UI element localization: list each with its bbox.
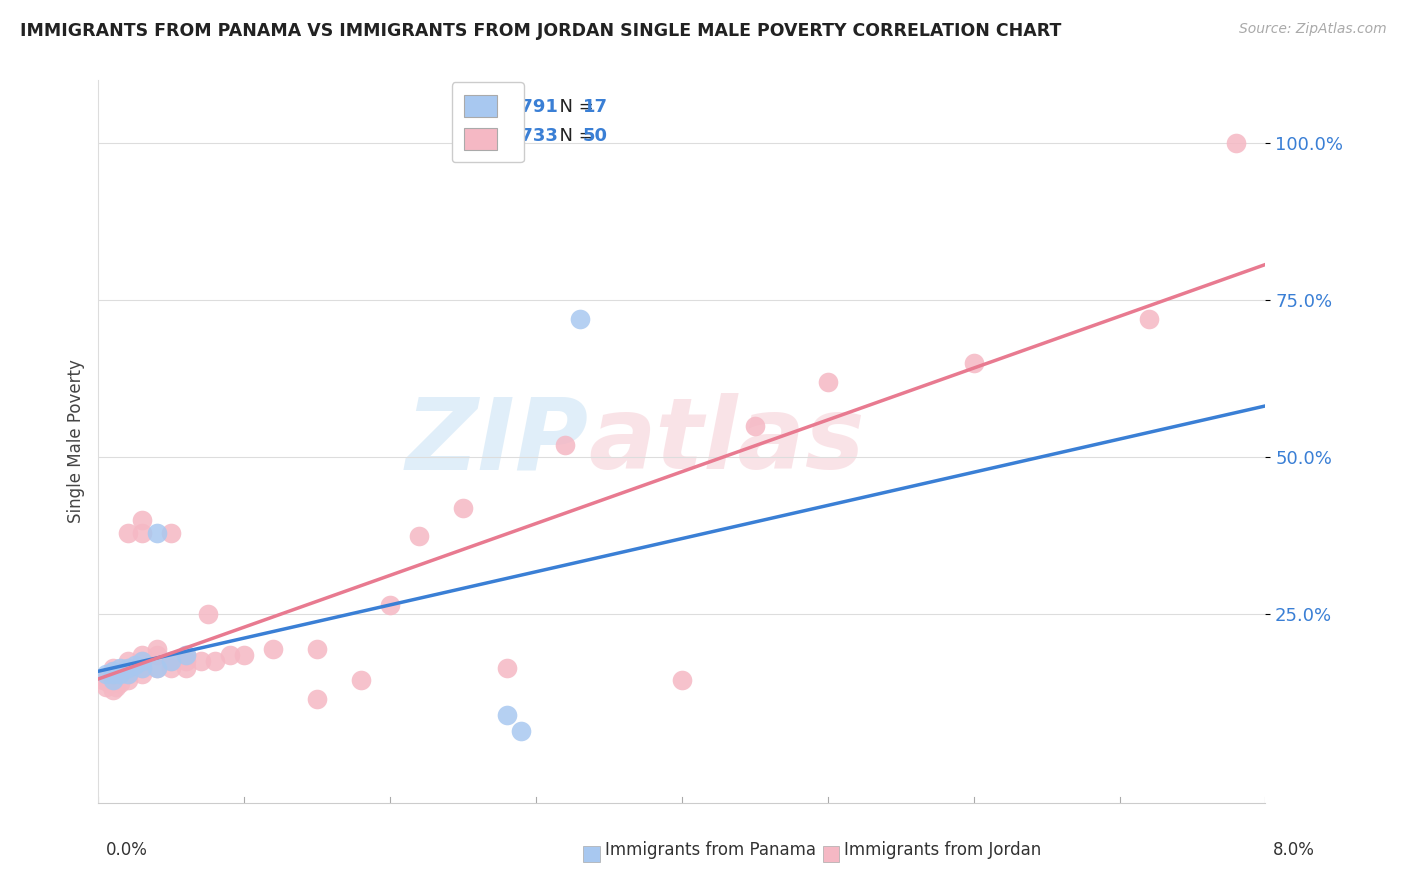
- Text: N =: N =: [548, 98, 599, 116]
- Point: [131, 648, 153, 662]
- Point: [110, 661, 132, 675]
- Point: [307, 641, 329, 656]
- Point: [197, 607, 219, 622]
- Point: [350, 673, 373, 688]
- Point: [160, 655, 183, 669]
- Point: [146, 641, 169, 656]
- Text: Immigrants from Jordan: Immigrants from Jordan: [844, 840, 1040, 858]
- Point: [554, 438, 576, 452]
- Point: [117, 667, 139, 681]
- Point: [408, 529, 430, 543]
- Text: Source: ZipAtlas.com: Source: ZipAtlas.com: [1239, 22, 1386, 37]
- Text: N =: N =: [548, 128, 599, 145]
- Point: [131, 661, 153, 675]
- Point: [110, 667, 132, 681]
- Point: [496, 661, 519, 675]
- Point: [160, 661, 183, 675]
- Point: [146, 661, 169, 675]
- Text: 0.0%: 0.0%: [105, 840, 148, 858]
- Point: [1137, 312, 1160, 326]
- Text: 8.0%: 8.0%: [1272, 840, 1315, 858]
- Point: [124, 657, 146, 672]
- Text: R =: R =: [454, 98, 499, 116]
- Point: [160, 525, 183, 540]
- Point: [117, 673, 139, 688]
- Text: atlas: atlas: [589, 393, 865, 490]
- Point: [94, 667, 117, 681]
- Point: [190, 655, 212, 669]
- Point: [91, 673, 114, 688]
- Point: [104, 680, 127, 694]
- Point: [146, 648, 169, 662]
- Point: [101, 682, 124, 697]
- Point: [131, 655, 153, 669]
- Point: [131, 525, 153, 540]
- Point: [510, 723, 533, 738]
- Point: [962, 356, 984, 370]
- Point: [262, 641, 284, 656]
- Point: [117, 661, 139, 675]
- Text: ZIP: ZIP: [405, 393, 589, 490]
- Y-axis label: Single Male Poverty: Single Male Poverty: [66, 359, 84, 524]
- Point: [204, 655, 226, 669]
- Point: [1225, 136, 1247, 150]
- Point: [218, 648, 240, 662]
- Point: [101, 667, 124, 681]
- Point: [117, 655, 139, 669]
- Point: [131, 661, 153, 675]
- Point: [160, 655, 183, 669]
- Point: [131, 655, 153, 669]
- Point: [568, 312, 591, 326]
- Point: [671, 673, 693, 688]
- Point: [101, 667, 124, 681]
- Point: [117, 525, 139, 540]
- Text: 0.733: 0.733: [501, 128, 558, 145]
- Point: [101, 664, 124, 678]
- Point: [97, 676, 120, 690]
- Text: R =: R =: [454, 128, 499, 145]
- Point: [146, 661, 169, 675]
- Point: [744, 418, 766, 433]
- Point: [451, 500, 474, 515]
- Text: 0.791: 0.791: [501, 98, 558, 116]
- Point: [131, 667, 153, 681]
- Text: 17: 17: [582, 98, 607, 116]
- Point: [117, 661, 139, 675]
- Point: [110, 667, 132, 681]
- Point: [233, 648, 256, 662]
- Point: [101, 661, 124, 675]
- Point: [817, 375, 839, 389]
- Point: [174, 655, 197, 669]
- Text: Immigrants from Panama: Immigrants from Panama: [605, 840, 815, 858]
- Text: IMMIGRANTS FROM PANAMA VS IMMIGRANTS FROM JORDAN SINGLE MALE POVERTY CORRELATION: IMMIGRANTS FROM PANAMA VS IMMIGRANTS FRO…: [20, 22, 1062, 40]
- Point: [380, 598, 402, 612]
- Point: [131, 513, 153, 527]
- Point: [110, 676, 132, 690]
- Point: [496, 707, 519, 722]
- Point: [174, 661, 197, 675]
- Point: [146, 525, 169, 540]
- Point: [174, 648, 197, 662]
- Point: [117, 667, 139, 681]
- Legend: , : ,: [451, 82, 524, 162]
- Point: [307, 692, 329, 706]
- Point: [174, 648, 197, 662]
- Point: [94, 680, 117, 694]
- Point: [101, 673, 124, 688]
- Point: [101, 664, 124, 678]
- Point: [101, 673, 124, 688]
- Text: 50: 50: [582, 128, 607, 145]
